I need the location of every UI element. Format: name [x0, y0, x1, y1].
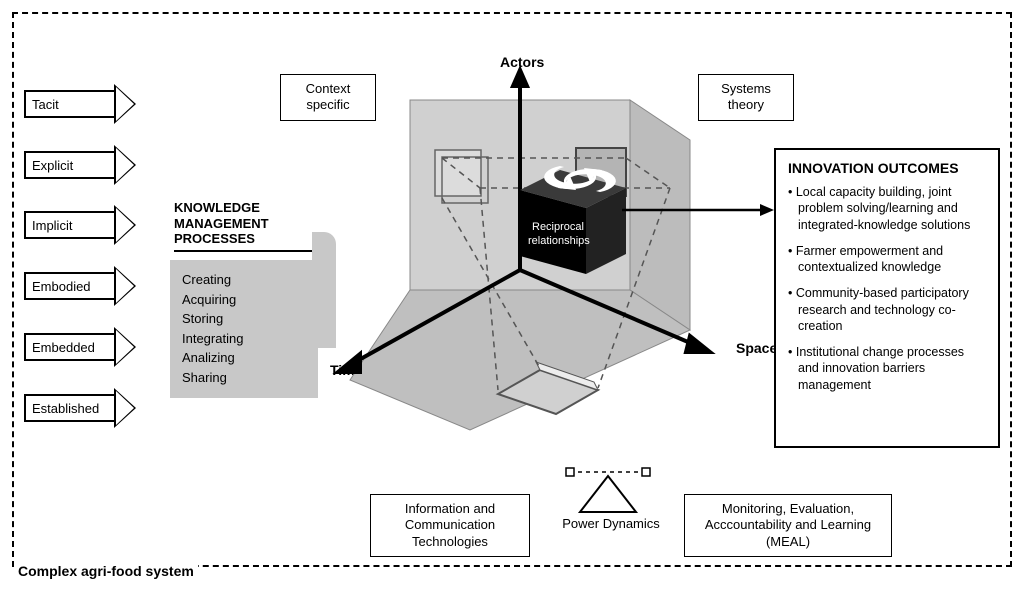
km-item: Integrating	[182, 329, 306, 349]
knowledge-type-arrow: Embodied	[24, 266, 144, 306]
outcome-item: Institutional change processes and innov…	[788, 344, 986, 393]
svg-text:relationships: relationships	[528, 235, 590, 247]
km-processes-title: KNOWLEDGE MANAGEMENT PROCESSES	[174, 200, 314, 252]
outcomes-title: INNOVATION OUTCOMES	[788, 160, 986, 176]
innovation-outcomes-panel: INNOVATION OUTCOMES Local capacity build…	[774, 148, 1000, 448]
arrow-head-icon	[114, 205, 136, 245]
knowledge-type-label: Implicit	[24, 211, 114, 239]
knowledge-type-label: Explicit	[24, 151, 114, 179]
arrow-head-icon	[114, 388, 136, 428]
knowledge-type-arrow: Established	[24, 388, 144, 428]
arrow-head-icon	[114, 266, 136, 306]
km-item: Sharing	[182, 368, 306, 388]
knowledge-type-label: Embedded	[24, 333, 114, 361]
axis-actors-label: Actors	[500, 54, 544, 70]
system-boundary-label: Complex agri-food system	[14, 563, 198, 579]
svg-text:Reciprocal: Reciprocal	[532, 221, 584, 233]
reciprocal-cube: Reciprocal relationships	[520, 166, 626, 274]
arrow-head-icon	[114, 145, 136, 185]
power-dynamics-label: Power Dynamics	[556, 516, 666, 531]
km-item: Analizing	[182, 348, 306, 368]
ict-box: Information and Communication Technologi…	[370, 494, 530, 557]
knowledge-type-arrow: Explicit	[24, 145, 144, 185]
knowledge-type-label: Tacit	[24, 90, 114, 118]
knowledge-type-label: Embodied	[24, 272, 114, 300]
outcome-item: Local capacity building, joint problem s…	[788, 184, 986, 233]
knowledge-type-label: Established	[24, 394, 114, 422]
knowledge-type-arrow: Embedded	[24, 327, 144, 367]
km-item: Acquiring	[182, 290, 306, 310]
3d-scene: Reciprocal relationships	[330, 70, 710, 470]
outcome-arrow	[622, 200, 782, 220]
outcome-item: Community-based participatory research a…	[788, 285, 986, 334]
meal-box: Monitoring, Evaluation, Acccountability …	[684, 494, 892, 557]
systems-theory-box: Systems theory	[698, 74, 794, 121]
km-processes-list: Creating Acquiring Storing Integrating A…	[170, 260, 318, 398]
power-dynamics-triangle	[560, 462, 656, 522]
axis-space-label: Space	[736, 340, 777, 356]
arrow-head-icon	[114, 327, 136, 367]
km-item: Creating	[182, 270, 306, 290]
power-dynamics-text: Power Dynamics	[556, 516, 666, 531]
outcome-item: Farmer empowerment and contextualized kn…	[788, 243, 986, 276]
knowledge-type-arrow: Tacit	[24, 84, 144, 124]
knowledge-type-arrow: Implicit	[24, 205, 144, 245]
arrow-head-icon	[114, 84, 136, 124]
km-item: Storing	[182, 309, 306, 329]
